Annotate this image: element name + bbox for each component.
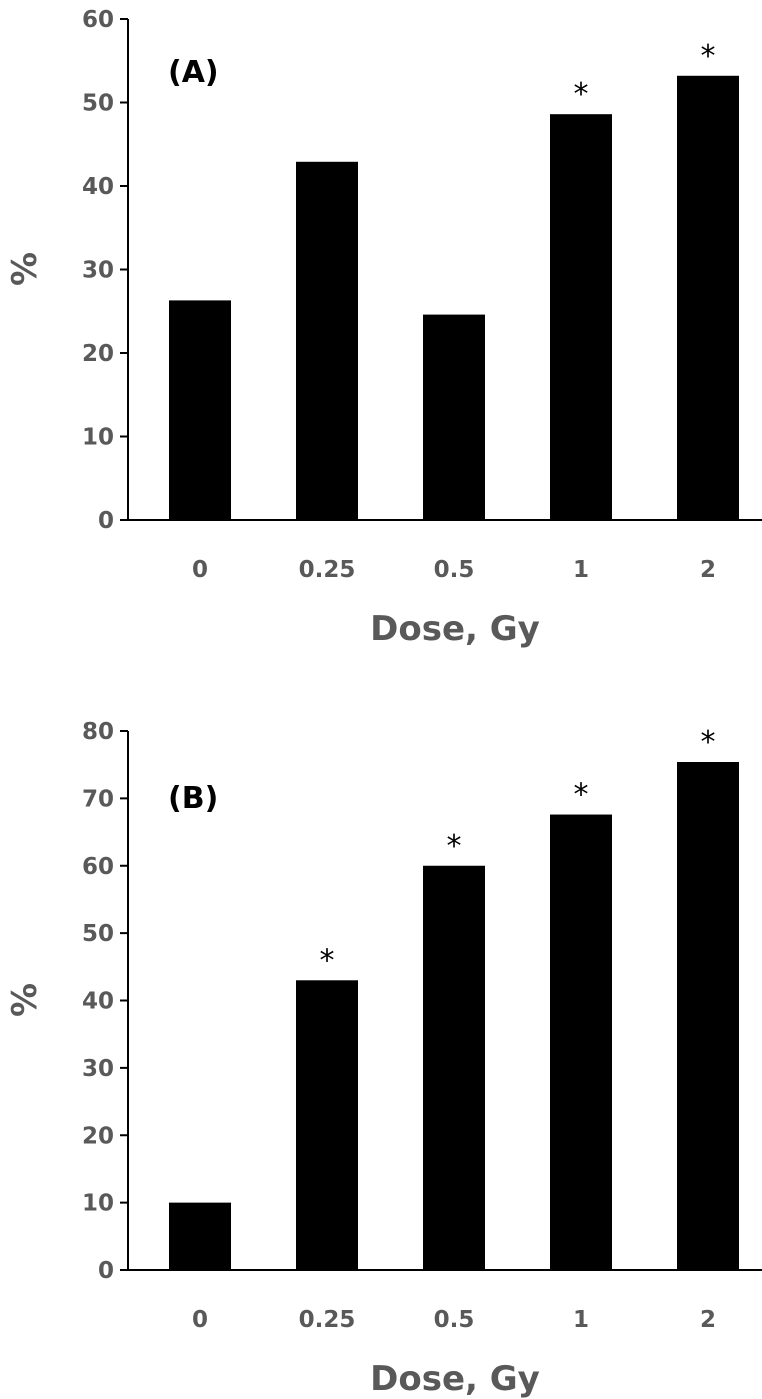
- panel-a-label: (A): [168, 55, 219, 90]
- panel-b-y-tick-label-2: 20: [82, 1123, 114, 1149]
- panel-b-x-tick-label-2: 0.25: [299, 1307, 356, 1333]
- chart-panel-b: * * * * 0 10 20 30 40 50 60 70 80 0 0.25 0.5 1 2 Dose, Gy%…: [5, 719, 762, 1399]
- panel-b-y-tick-label-5: 50: [82, 921, 114, 947]
- panel-b-x-tick-label-5: 2: [700, 1307, 716, 1333]
- panel-a-x-tick-label-5: 2: [700, 557, 716, 583]
- panel-b-y-tick-label-0: 0: [98, 1258, 114, 1284]
- panel-b-significance-mark-3: *: [447, 829, 462, 864]
- panel-a-bar-4: [550, 114, 612, 520]
- panel-b-x-tick-label-1: 0: [192, 1307, 208, 1333]
- panel-b-y-tick-label-8: 80: [82, 719, 114, 745]
- panel-b-y-axis-title: %: [5, 983, 45, 1017]
- panel-a-x-axis-title: Dose, Gy: [370, 609, 540, 649]
- panel-b-bar-5: [677, 761, 739, 1270]
- panel-a-bar-2: [296, 161, 358, 520]
- panel-b-significance-mark-5: *: [701, 725, 716, 760]
- panel-a-bar-5: [677, 75, 739, 520]
- panel-a-x-tick-label-3: 0.5: [434, 557, 475, 583]
- panel-b-x-tick-label-3: 0.5: [434, 1307, 475, 1333]
- panel-a-y-tick-label-0: 0: [98, 508, 114, 534]
- panel-b-y-tick-label-7: 70: [82, 786, 114, 812]
- panel-b-bar-4: [550, 814, 612, 1270]
- panel-a-y-tick-label-2: 20: [82, 341, 114, 367]
- panel-b-bar-3: [423, 865, 485, 1270]
- panel-b-bar-1: [169, 1202, 231, 1270]
- panel-a-y-tick-label-5: 50: [82, 91, 114, 117]
- panel-b-y-tick-label-4: 40: [82, 989, 114, 1015]
- panel-a-bar-1: [169, 300, 231, 520]
- panel-b-y-tick-label-6: 60: [82, 854, 114, 880]
- panel-b-significance-mark-2: *: [320, 943, 335, 978]
- panel-a-y-tick-label-3: 30: [82, 258, 114, 284]
- panel-a-y-tick-label-4: 40: [82, 174, 114, 200]
- panel-b-label: (B): [168, 781, 218, 816]
- panel-a-x-tick-label-2: 0.25: [299, 557, 356, 583]
- panel-b-significance-mark-4: *: [574, 778, 589, 813]
- panel-a-x-tick-label-1: 0: [192, 557, 208, 583]
- panel-a-y-axis-title: %: [5, 252, 45, 286]
- panel-b-y-tick-label-1: 10: [82, 1191, 114, 1217]
- panel-b-x-tick-label-4: 1: [573, 1307, 589, 1333]
- panel-a-y-tick-label-1: 10: [82, 425, 114, 451]
- panel-a-bar-3: [423, 314, 485, 520]
- panel-a-significance-mark-4: *: [574, 77, 589, 112]
- panel-b-y-tick-label-3: 30: [82, 1056, 114, 1082]
- chart-panel-a: * * 0 10 20 30 40 50 60 0 0.25 0.5 1 2 Dose, Gy% (A): [5, 7, 762, 649]
- panel-b-x-axis-title: Dose, Gy: [370, 1359, 540, 1399]
- panel-a-y-tick-label-6: 60: [82, 7, 114, 33]
- panel-a-significance-mark-5: *: [701, 39, 716, 74]
- panel-a-x-tick-label-4: 1: [573, 557, 589, 583]
- panel-b-bar-2: [296, 980, 358, 1270]
